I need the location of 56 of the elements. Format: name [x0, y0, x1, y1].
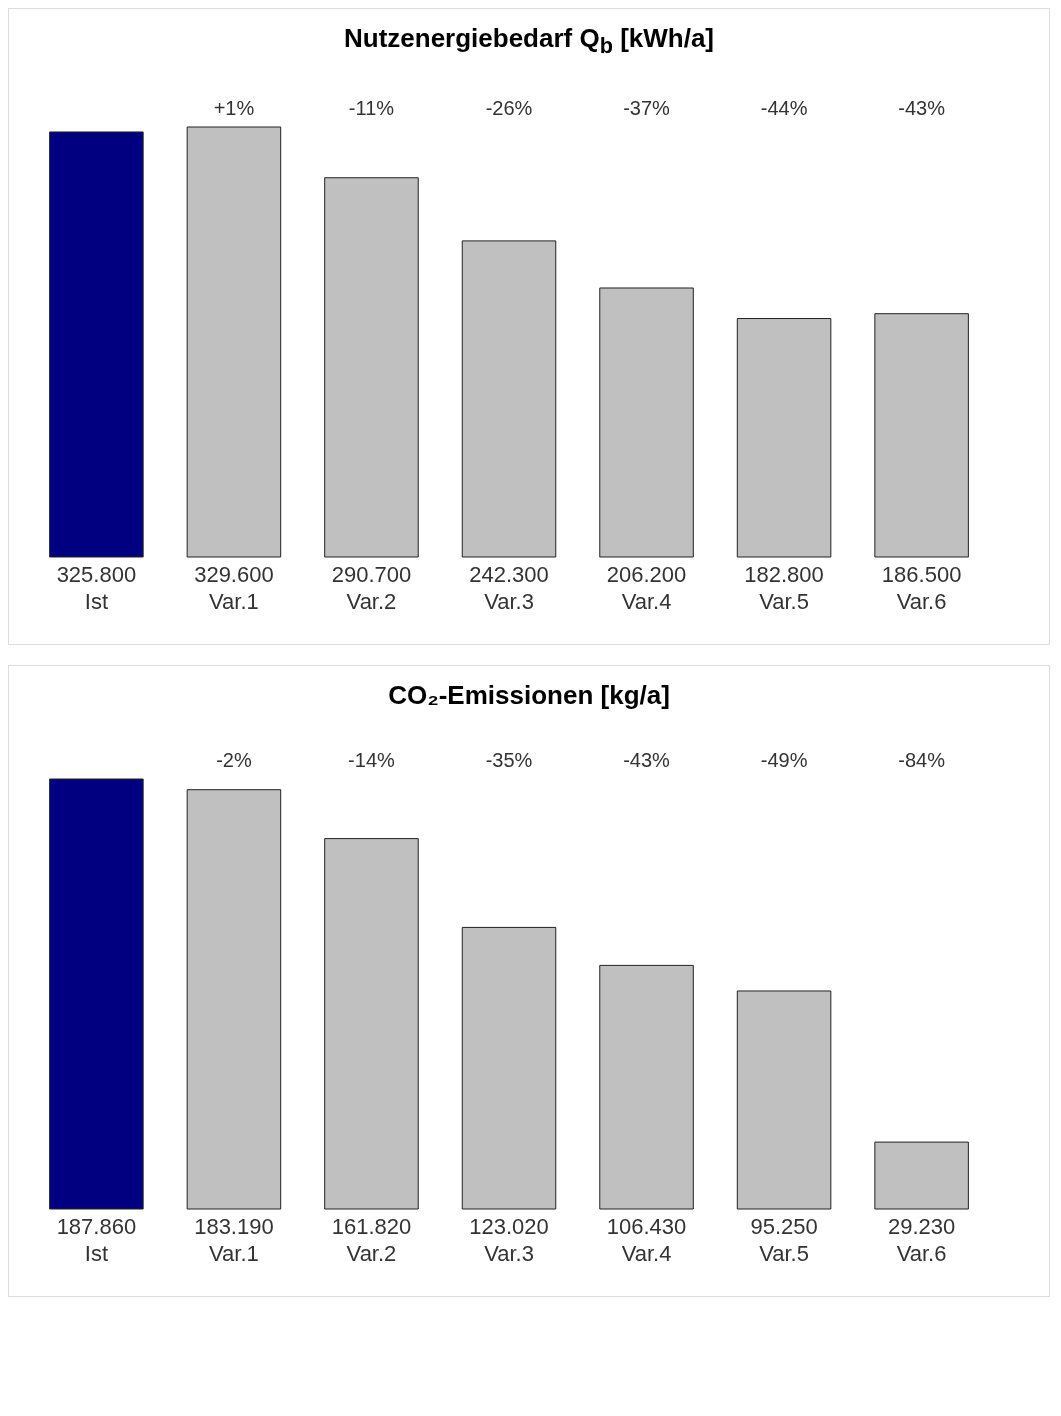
x-tick-label: Var.1 — [209, 1240, 259, 1266]
x-tick-label: Var.6 — [896, 588, 947, 614]
x-tick-label: Var.6 — [896, 1240, 947, 1266]
x-tick-label: Var.4 — [621, 588, 672, 614]
bar — [461, 927, 557, 1210]
data-label: 206.200 — [606, 562, 687, 588]
text: -37% — [623, 97, 671, 120]
x-tick-label: Var.1 — [209, 588, 259, 614]
bar — [324, 177, 419, 558]
data-label: 186.500 — [881, 562, 962, 588]
text: -2% — [216, 749, 252, 772]
data-label: 290.700 — [331, 562, 412, 588]
bar — [874, 313, 969, 558]
chart-title: CO₂-Emissionen [kg/a] — [387, 680, 671, 712]
text: +1% — [213, 97, 255, 120]
data-label: 329.600 — [194, 562, 274, 588]
data-label: 95.250 — [750, 1214, 818, 1240]
bar — [736, 990, 832, 1210]
bar — [599, 965, 694, 1210]
data-label: 161.820 — [331, 1214, 412, 1240]
x-tick-label: Var.2 — [346, 1240, 397, 1266]
data-label: 325.800 — [56, 562, 137, 588]
data-label: 182.800 — [744, 562, 824, 588]
text: -43% — [898, 97, 946, 120]
data-label: 29.230 — [887, 1214, 956, 1240]
bar — [49, 778, 144, 1210]
text: -14% — [348, 749, 396, 772]
data-label: 106.430 — [606, 1214, 687, 1240]
chart-title: Nutzenergiebedarf Q$_{b}$ [kWh/a] — [342, 23, 716, 60]
bar — [324, 838, 419, 1210]
text: -44% — [760, 97, 808, 120]
text: -11% — [348, 97, 395, 120]
data-label: 242.300 — [469, 562, 549, 588]
text: -26% — [485, 97, 533, 120]
x-tick-label: Ist — [84, 1240, 109, 1266]
bar — [736, 318, 832, 558]
x-tick-label: Var.3 — [484, 1240, 534, 1266]
text: -43% — [623, 749, 671, 772]
x-tick-label: Var.4 — [621, 1240, 672, 1266]
bar — [186, 789, 282, 1210]
text: -84% — [898, 749, 946, 772]
bar — [49, 131, 144, 558]
x-tick-label: Var.5 — [759, 1240, 809, 1266]
x-tick-label: Var.5 — [759, 588, 809, 614]
bar — [599, 287, 694, 558]
bar — [186, 126, 282, 558]
x-tick-label: Ist — [84, 588, 109, 614]
x-tick-label: Var.3 — [484, 588, 534, 614]
data-label: 123.020 — [469, 1214, 549, 1240]
x-tick-label: Var.2 — [346, 588, 397, 614]
data-label: 183.190 — [194, 1214, 274, 1240]
bar — [461, 240, 557, 558]
bar — [874, 1141, 969, 1210]
data-label: 187.860 — [56, 1214, 137, 1240]
text: -35% — [485, 749, 533, 772]
text: -49% — [760, 749, 808, 772]
